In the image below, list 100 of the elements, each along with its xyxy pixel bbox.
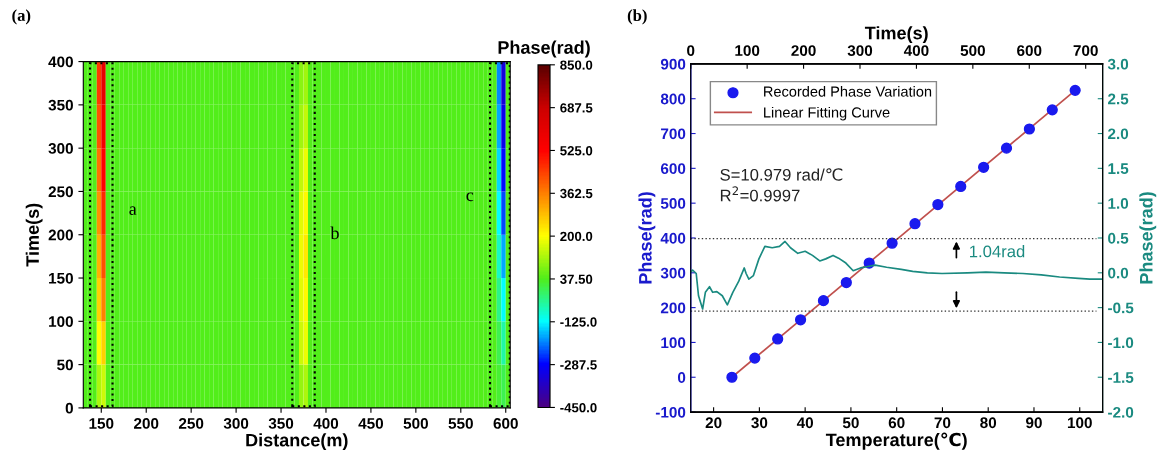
y-tick-label: 50	[57, 359, 73, 371]
x-tick-label: 70	[934, 417, 951, 429]
y2-tick-label: 2.0	[1108, 128, 1129, 140]
y-tick-label: 700	[661, 128, 686, 140]
y2-tick-label: -0.5	[1108, 302, 1134, 314]
y2-tick-label: 2.5	[1108, 93, 1129, 105]
x-tick-label: 300	[223, 418, 249, 429]
point	[932, 198, 944, 211]
point	[978, 161, 990, 173]
x-tick-label: 50	[842, 417, 859, 429]
x2-tick-label: 100	[735, 45, 760, 57]
color-bar-label: 687.5	[560, 103, 593, 113]
annotation: b	[330, 226, 339, 240]
x-tick-label: 600	[493, 418, 518, 429]
y-tick-label: 0	[677, 372, 686, 383]
point	[726, 371, 738, 383]
y-tick-label: 900	[660, 58, 686, 70]
y-tick-label: 0	[65, 402, 73, 414]
y-tick-label: 300	[48, 143, 73, 154]
x2-tick-label: 700	[1073, 45, 1098, 57]
x-tick-label: 100	[1067, 417, 1092, 429]
color-bar-label: 37.50	[560, 274, 593, 284]
x-axis-title: Distance(m)	[246, 433, 348, 451]
color-bar-label: -287.5	[560, 360, 597, 370]
point	[772, 333, 784, 345]
y2-tick-label: 1.5	[1108, 163, 1129, 175]
point	[1023, 123, 1036, 135]
y-axis-title: Time(s)	[25, 203, 43, 267]
y-tick-label: 350	[48, 99, 73, 111]
point	[1000, 142, 1013, 154]
y2-tick-label: 0.5	[1108, 232, 1129, 244]
point	[909, 218, 921, 230]
color-bar-label: 525.0	[560, 146, 593, 156]
x2-axis-title: Time(s)	[864, 26, 928, 43]
point	[955, 180, 967, 193]
y2-axis-title: Phase(rad)	[1139, 192, 1157, 284]
y2-tick-label: 3.0	[1107, 58, 1129, 70]
x-tick-label: 80	[980, 417, 997, 429]
y2-tick-label: -2.0	[1108, 406, 1134, 418]
y-tick-label: -100	[655, 406, 686, 418]
x-tick-label: 550	[448, 418, 473, 429]
y-axis-title: Phase(rad)	[638, 192, 656, 284]
color-bar-label: 362.5	[560, 188, 593, 199]
x-tick-label: 150	[89, 418, 114, 429]
chart-title: (b)	[627, 9, 647, 25]
legend-label: Recorded Phase Variation	[764, 86, 932, 97]
x-tick-label: 450	[358, 418, 384, 429]
y-tick-label: 250	[48, 186, 73, 198]
y-tick-label: 100	[49, 316, 73, 328]
x-tick-label: 350	[268, 418, 294, 429]
x-tick-label: 400	[313, 418, 339, 429]
x2-tick-label: 400	[903, 45, 929, 57]
x-tick-label: 20	[705, 417, 722, 429]
x2-tick-label: 500	[960, 45, 985, 57]
y-tick-label: 400	[48, 56, 73, 68]
legend-label: Linear Fitting Curve	[764, 106, 890, 121]
color-bar-title: Phase(rad)	[498, 40, 590, 58]
color-bar-label: 850.0	[560, 60, 593, 70]
x-tick-label: 90	[1026, 417, 1042, 429]
y-tick-label: 400	[660, 232, 686, 244]
y2-tick-label: -1.0	[1108, 337, 1134, 349]
y-tick-label: 200	[48, 229, 73, 241]
point	[840, 276, 852, 289]
y-tick-label: 100	[661, 337, 686, 349]
x-tick-label: 500	[403, 418, 428, 429]
point	[817, 295, 830, 307]
color-bar-label: -125.0	[560, 317, 597, 327]
x2-tick-label: 200	[791, 45, 816, 57]
point	[1069, 84, 1081, 96]
annotation: 1.04rad	[970, 245, 1025, 258]
chart-title: (a)	[12, 9, 31, 25]
x-tick-label: 40	[796, 417, 814, 429]
point	[1046, 104, 1058, 116]
color-bar-label: -450.0	[560, 403, 597, 413]
y2-tick-label: -1.5	[1108, 372, 1134, 383]
y-tick-label: 600	[660, 163, 686, 175]
color-bar-label: 200.0	[560, 231, 593, 242]
x-tick-label: 60	[888, 417, 905, 429]
line-series	[690, 240, 1103, 310]
y2-tick-label: 1.0	[1108, 198, 1129, 209]
y2-tick-label: 0.0	[1108, 267, 1129, 279]
x-tick-label: 30	[751, 417, 768, 429]
x-tick-label: 250	[178, 418, 204, 429]
x-tick-label: 200	[134, 418, 159, 429]
y-tick-label: 300	[660, 267, 686, 279]
x2-tick-label: 300	[847, 45, 873, 57]
x-axis-title: Temperature(℃)	[825, 432, 967, 450]
y-tick-label: 500	[660, 198, 686, 209]
annotation: R$^{2}$=0.9997	[720, 186, 800, 202]
x2-tick-label: 600	[1017, 45, 1042, 57]
point	[749, 352, 761, 364]
y-tick-label: 150	[49, 272, 73, 284]
annotation: c	[466, 192, 474, 202]
y-tick-label: 800	[660, 93, 686, 105]
point	[886, 237, 898, 249]
x2-tick-label: 0	[687, 45, 695, 57]
y-tick-label: 200	[660, 302, 686, 314]
annotation: a	[129, 206, 137, 216]
point	[794, 314, 807, 326]
annotation: S=10.979 rad/℃	[720, 168, 843, 181]
